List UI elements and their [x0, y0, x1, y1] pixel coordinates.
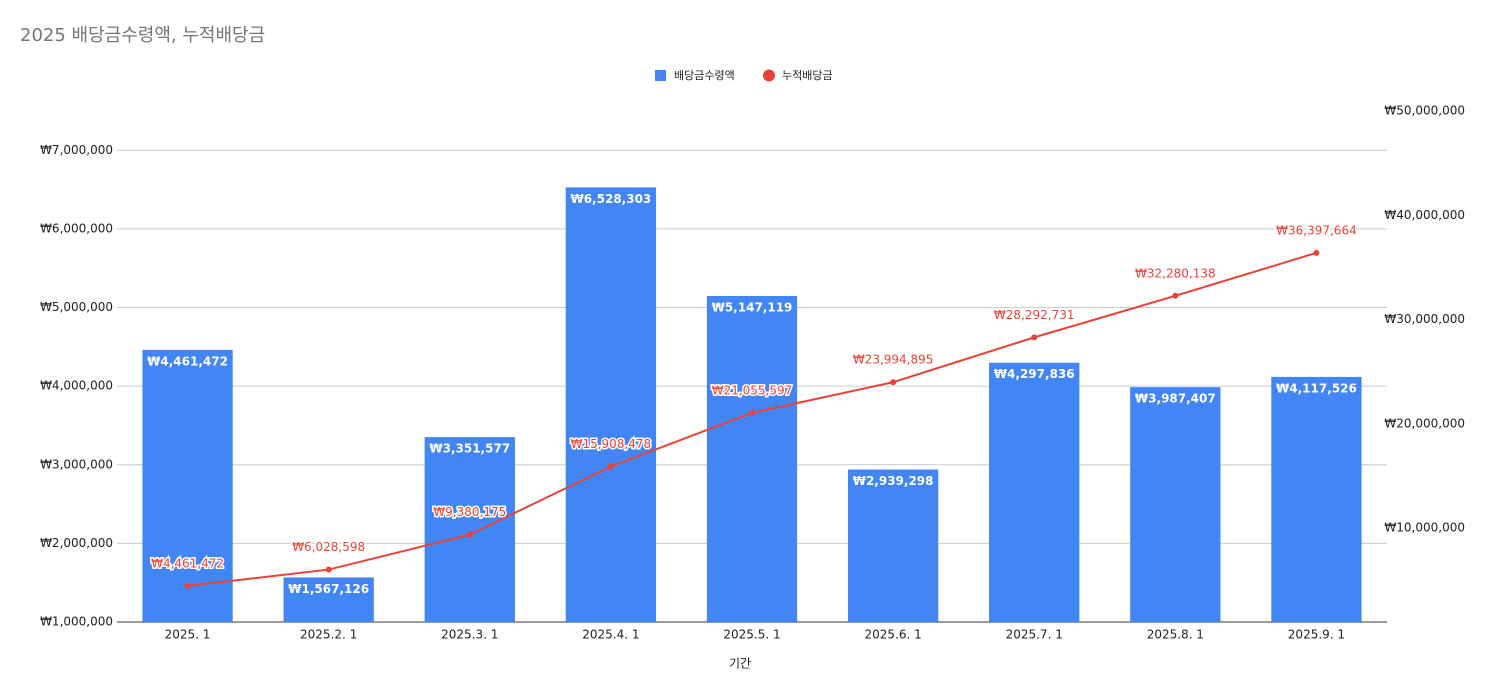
x-tick-label: 2025.6. 1 — [864, 628, 921, 642]
bar-label: ₩4,461,472 — [147, 354, 228, 368]
line-label: ₩28,292,731 — [994, 308, 1075, 322]
x-tick-label: 2025.4. 1 — [582, 628, 639, 642]
line-label: ₩15,908,478 — [571, 437, 652, 451]
bar — [283, 577, 374, 622]
bar-label: ₩3,987,407 — [1135, 392, 1216, 406]
bar — [1271, 376, 1362, 622]
chart-title: 2025 배당금수령액, 누적배당금 — [20, 25, 265, 46]
x-tick-label: 2025.2. 1 — [300, 628, 357, 642]
x-tick-label: 2025.5. 1 — [723, 628, 780, 642]
x-axis-title: 기간 — [729, 657, 751, 671]
bar — [565, 187, 657, 623]
line-label: ₩23,994,895 — [853, 353, 934, 367]
bar — [989, 362, 1080, 622]
legend-label: 배당금수령액 — [674, 69, 735, 82]
legend-label: 누적배당금 — [782, 69, 833, 82]
bar-label: ₩6,528,303 — [570, 192, 651, 206]
x-tick-label: 2025.9. 1 — [1288, 628, 1345, 642]
line-point — [1172, 292, 1179, 299]
line-point — [890, 379, 897, 386]
x-tick-label: 2025.3. 1 — [441, 628, 498, 642]
x-tick-label: 2025.7. 1 — [1006, 628, 1063, 642]
y-tick-label: ₩4,000,000 — [40, 379, 113, 393]
y-tick-label: ₩1,000,000 — [40, 615, 113, 629]
legend-swatch — [655, 70, 666, 81]
y2-tick-label: ₩50,000,000 — [1384, 104, 1465, 118]
line-label: ₩21,055,597 — [712, 383, 793, 397]
line-point — [1031, 334, 1038, 341]
line-point — [184, 582, 191, 589]
bar — [1130, 387, 1221, 622]
y2-tick-label: ₩20,000,000 — [1384, 416, 1465, 430]
line-label: ₩9,380,175 — [433, 505, 506, 519]
bar-label: ₩3,351,577 — [429, 442, 510, 456]
line-label: ₩6,028,598 — [292, 540, 365, 554]
bar-label: ₩4,117,526 — [1276, 381, 1357, 395]
legend-swatch — [763, 69, 775, 82]
bar — [142, 349, 233, 622]
y-tick-label: ₩2,000,000 — [40, 536, 113, 550]
y2-tick-label: ₩30,000,000 — [1384, 312, 1465, 326]
line-label: ₩36,397,664 — [1276, 223, 1357, 237]
line-point — [1313, 249, 1320, 256]
bar-label: ₩5,147,119 — [712, 300, 793, 314]
y-tick-label: ₩5,000,000 — [40, 300, 113, 314]
y-tick-label: ₩7,000,000 — [40, 143, 113, 157]
bar-label: ₩2,939,298 — [853, 474, 934, 488]
line-point — [466, 531, 473, 538]
bar-label: ₩1,567,126 — [288, 582, 369, 596]
line-point — [325, 566, 332, 573]
bar — [424, 437, 515, 622]
y2-tick-label: ₩10,000,000 — [1384, 521, 1465, 535]
bar — [706, 295, 798, 622]
line-point — [607, 463, 614, 470]
y-tick-label: ₩3,000,000 — [40, 457, 113, 471]
y-tick-label: ₩6,000,000 — [40, 221, 113, 235]
x-tick-label: 2025.8. 1 — [1147, 628, 1204, 642]
bar-label: ₩4,297,836 — [994, 367, 1075, 381]
line-label: ₩4,461,472 — [151, 556, 224, 570]
bar — [847, 469, 939, 622]
y2-tick-label: ₩40,000,000 — [1384, 208, 1465, 222]
x-tick-label: 2025. 1 — [165, 628, 211, 642]
line-label: ₩32,280,138 — [1135, 266, 1216, 280]
line-point — [749, 409, 755, 416]
